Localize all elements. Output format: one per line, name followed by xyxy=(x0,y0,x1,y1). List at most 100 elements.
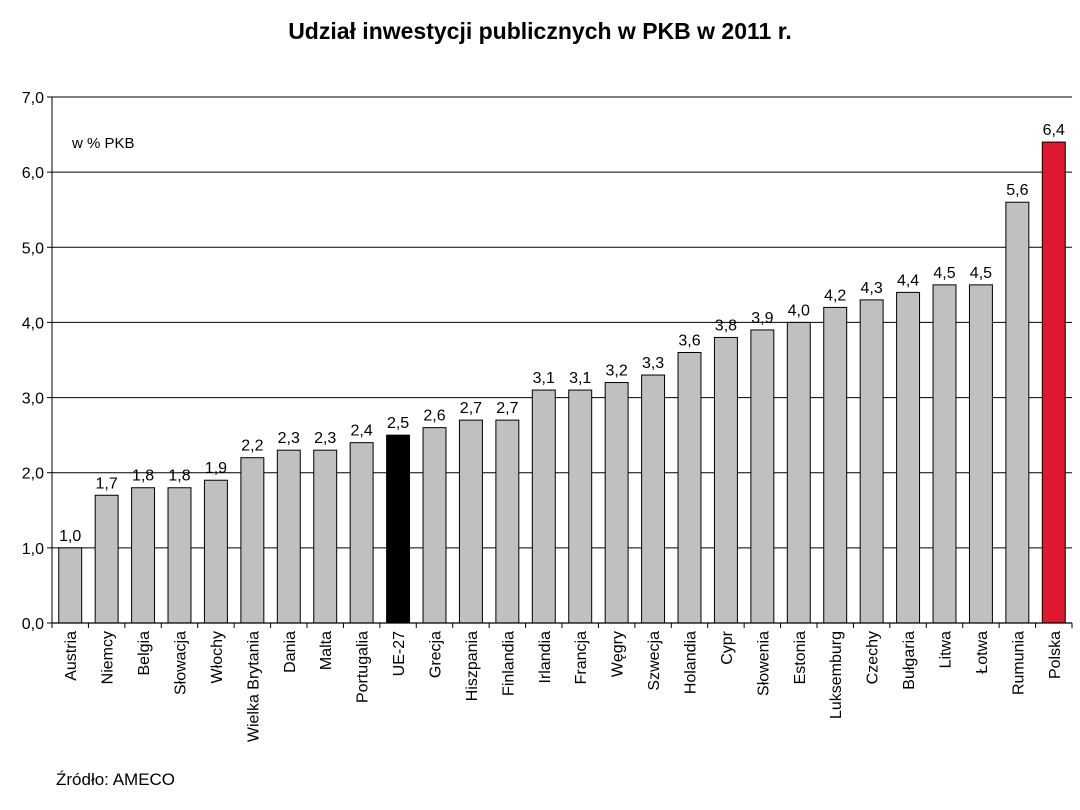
bar xyxy=(677,351,702,624)
category-label: Austria xyxy=(63,631,80,681)
y-tick-label: 5,0 xyxy=(22,240,44,257)
bar xyxy=(823,306,848,624)
value-label: 1,0 xyxy=(59,528,81,545)
value-label: 6,4 xyxy=(1043,122,1065,139)
value-label: 4,5 xyxy=(970,265,992,282)
y-tick-label: 4,0 xyxy=(22,315,44,332)
value-label: 3,1 xyxy=(533,370,555,387)
axes xyxy=(47,96,1073,628)
value-label: 2,6 xyxy=(423,408,445,425)
y-tick-labels: 0,0 1,0 2,0 3,0 4,0 5,0 6,0 7,0 xyxy=(22,90,44,633)
y-tick-label: 3,0 xyxy=(22,391,44,408)
bar xyxy=(568,389,593,624)
bar xyxy=(786,321,811,624)
y-tick-label: 2,0 xyxy=(22,466,44,483)
value-label: 3,1 xyxy=(569,370,591,387)
value-label: 2,3 xyxy=(314,430,336,447)
value-label: 2,7 xyxy=(496,400,518,417)
value-label: 1,7 xyxy=(96,475,118,492)
bar xyxy=(495,419,520,624)
bar xyxy=(1041,141,1066,624)
category-label: Malta xyxy=(318,631,335,670)
bar xyxy=(531,389,556,624)
category-label: Finlandia xyxy=(500,631,517,696)
bar xyxy=(94,494,119,624)
category-label: Węgry xyxy=(610,631,627,677)
chart-title: Udział inwestycji publicznych w PKB w 20… xyxy=(288,18,792,44)
bar xyxy=(131,487,156,624)
value-label: 3,6 xyxy=(678,332,700,349)
bar xyxy=(859,299,884,624)
value-label: 2,5 xyxy=(387,415,409,432)
value-label: 5,6 xyxy=(1006,182,1028,199)
value-label: 4,3 xyxy=(861,280,883,297)
category-label: Hiszpania xyxy=(464,631,481,701)
category-label: Estonia xyxy=(792,631,809,684)
bar xyxy=(641,374,666,624)
category-label: Szwecja xyxy=(646,631,663,691)
value-label: 4,2 xyxy=(824,287,846,304)
value-label: 2,7 xyxy=(460,400,482,417)
value-label: 1,8 xyxy=(132,468,154,485)
category-label: Dania xyxy=(282,631,299,673)
bar xyxy=(276,449,301,624)
category-labels: Austria Niemcy Belgia Słowacja Włochy Wielka … xyxy=(63,630,1064,742)
bar xyxy=(713,336,738,624)
value-label: 3,2 xyxy=(606,363,628,380)
category-label: Wielka Brytania xyxy=(245,631,262,742)
bar xyxy=(167,487,192,624)
y-tick-label: 1,0 xyxy=(22,541,44,558)
bar xyxy=(932,284,957,624)
category-label: Słowenia xyxy=(755,631,772,696)
category-label: Litwa xyxy=(938,631,955,668)
bar xyxy=(604,382,629,624)
category-label: Bułgaria xyxy=(901,631,918,690)
category-label: Łotwa xyxy=(974,631,991,674)
value-label: 1,9 xyxy=(205,460,227,477)
category-label: Irlandia xyxy=(537,631,554,684)
value-label: 2,3 xyxy=(278,430,300,447)
category-label: Francja xyxy=(573,631,590,684)
category-label: Niemcy xyxy=(100,631,117,684)
category-label: Włochy xyxy=(209,631,226,683)
value-label: 4,0 xyxy=(788,302,810,319)
value-labels: 1,0 1,7 1,8 1,8 1,9 2,2 2,3 2,3 2,4 2,5 2,6 2,7 2,7 3… xyxy=(59,122,1065,545)
category-label: Polska xyxy=(1047,631,1064,679)
category-label: Słowacja xyxy=(173,631,190,695)
category-label: Grecja xyxy=(428,631,445,678)
value-label: 4,4 xyxy=(897,272,919,289)
y-tick-label: 6,0 xyxy=(22,165,44,182)
bar xyxy=(349,442,374,624)
bar xyxy=(458,419,483,624)
value-label: 3,9 xyxy=(751,310,773,327)
bars xyxy=(58,141,1066,624)
value-label: 4,5 xyxy=(933,265,955,282)
value-label: 3,3 xyxy=(642,355,664,372)
category-label: Luksemburg xyxy=(828,631,845,719)
category-label: Cypr xyxy=(719,630,736,664)
category-label: Belgia xyxy=(136,631,153,676)
category-label: Holandia xyxy=(683,631,700,694)
category-label: Portugalia xyxy=(355,631,372,703)
bar xyxy=(968,284,993,624)
source-note: Źródło: AMECO xyxy=(56,770,176,789)
bar xyxy=(58,547,83,624)
value-label: 3,8 xyxy=(715,317,737,334)
bar xyxy=(750,329,775,624)
bar xyxy=(386,434,411,624)
category-label: Rumunia xyxy=(1010,631,1027,695)
bar xyxy=(203,479,228,624)
value-label: 2,4 xyxy=(351,423,373,440)
y-tick-label: 0,0 xyxy=(22,616,44,633)
value-label: 1,8 xyxy=(168,468,190,485)
bar xyxy=(896,291,921,624)
bar xyxy=(422,427,447,624)
y-tick-label: 7,0 xyxy=(22,90,44,107)
bar xyxy=(313,449,338,624)
bar xyxy=(1005,201,1030,624)
unit-label: w % PKB xyxy=(71,135,135,152)
category-label: UE-27 xyxy=(391,631,408,676)
category-label: Czechy xyxy=(865,631,882,684)
bar xyxy=(240,457,265,624)
